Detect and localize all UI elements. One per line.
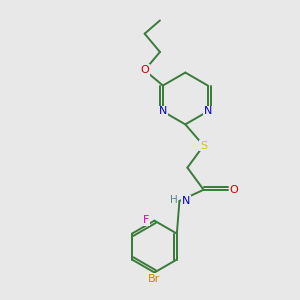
Text: F: F [143, 215, 149, 225]
Text: N: N [204, 106, 212, 116]
Text: O: O [230, 185, 239, 195]
Text: S: S [200, 141, 207, 151]
Text: H: H [170, 195, 178, 205]
Text: Br: Br [148, 274, 160, 284]
Text: N: N [182, 196, 190, 206]
Text: O: O [140, 65, 149, 75]
Text: N: N [159, 106, 167, 116]
